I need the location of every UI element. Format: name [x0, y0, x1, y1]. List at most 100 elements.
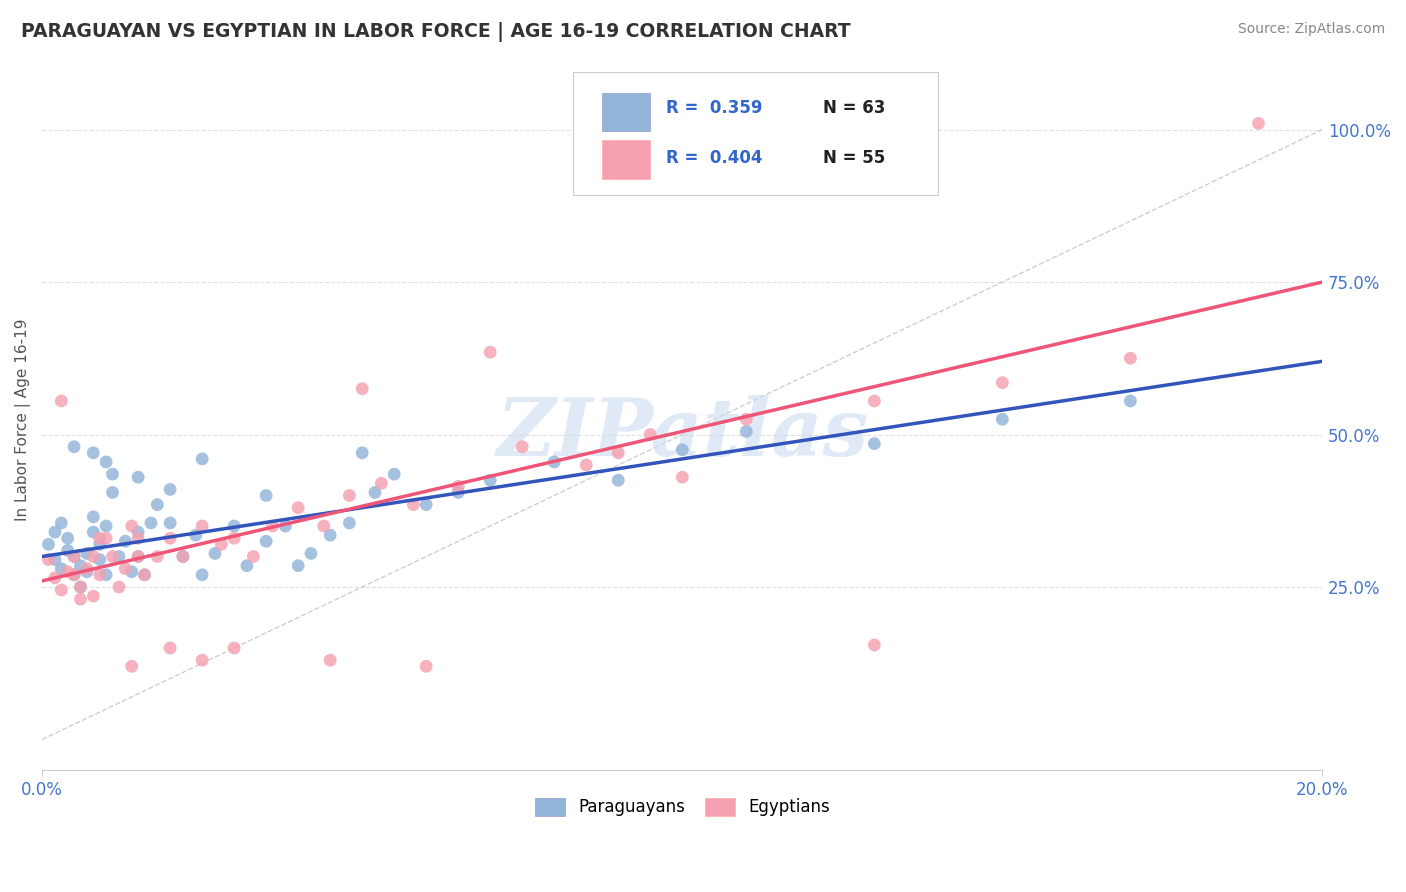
Point — [38, 552, 60, 566]
Text: ZIPatlas: ZIPatlas — [496, 394, 869, 472]
Point — [735, 425, 758, 439]
Point — [94, 455, 117, 469]
Point — [63, 567, 86, 582]
Point — [51, 582, 73, 597]
Point — [101, 467, 124, 482]
Point — [262, 519, 284, 533]
Point — [134, 567, 156, 582]
Point — [44, 525, 66, 540]
Point — [114, 562, 136, 576]
Point — [76, 562, 98, 576]
Point — [319, 528, 342, 542]
Point — [146, 549, 169, 564]
Text: R =  0.404: R = 0.404 — [665, 150, 762, 168]
Point — [607, 446, 630, 460]
Point — [159, 531, 181, 545]
Point — [134, 567, 156, 582]
Point — [172, 549, 194, 564]
Point — [121, 659, 143, 673]
Point — [101, 485, 124, 500]
Point — [51, 394, 73, 409]
Point — [127, 525, 149, 540]
Point — [191, 567, 214, 582]
Legend: Paraguayans, Egyptians: Paraguayans, Egyptians — [526, 789, 838, 825]
Point — [114, 534, 136, 549]
Point — [447, 479, 470, 493]
Point — [735, 412, 758, 426]
Point — [339, 489, 361, 503]
Point — [44, 552, 66, 566]
Point — [543, 455, 565, 469]
Point — [479, 473, 502, 487]
Point — [991, 412, 1014, 426]
Text: PARAGUAYAN VS EGYPTIAN IN LABOR FORCE | AGE 16-19 CORRELATION CHART: PARAGUAYAN VS EGYPTIAN IN LABOR FORCE | … — [21, 22, 851, 42]
Point — [863, 638, 886, 652]
Point — [127, 470, 149, 484]
Point — [76, 565, 98, 579]
Point — [159, 483, 181, 497]
Point — [447, 485, 470, 500]
Point — [82, 589, 104, 603]
Point — [352, 446, 374, 460]
Point — [94, 531, 117, 545]
Point — [402, 498, 425, 512]
Point — [82, 549, 104, 564]
Point — [991, 376, 1014, 390]
Point — [69, 580, 91, 594]
Point — [479, 345, 502, 359]
Point — [76, 546, 98, 560]
Point — [671, 470, 693, 484]
Point — [339, 516, 361, 530]
Point — [1247, 116, 1270, 130]
Point — [184, 528, 207, 542]
Point — [82, 446, 104, 460]
Point — [121, 565, 143, 579]
Point — [44, 571, 66, 585]
Point — [607, 473, 630, 487]
Point — [159, 640, 181, 655]
Point — [89, 552, 111, 566]
Point — [56, 531, 79, 545]
Point — [1119, 394, 1142, 409]
Point — [274, 519, 297, 533]
Point — [191, 451, 214, 466]
Point — [108, 580, 131, 594]
Point — [575, 458, 598, 472]
Point — [319, 653, 342, 667]
Point — [863, 436, 886, 450]
Point — [89, 531, 111, 545]
Point — [352, 382, 374, 396]
Point — [63, 549, 86, 564]
Point — [287, 500, 309, 515]
Text: Source: ZipAtlas.com: Source: ZipAtlas.com — [1237, 22, 1385, 37]
Point — [69, 580, 91, 594]
Point — [209, 537, 232, 551]
Point — [415, 498, 437, 512]
Point — [172, 549, 194, 564]
Point — [56, 565, 79, 579]
Point — [63, 567, 86, 582]
Text: N = 55: N = 55 — [823, 150, 886, 168]
Point — [204, 546, 226, 560]
Text: N = 63: N = 63 — [823, 99, 886, 118]
Point — [139, 516, 162, 530]
Point — [146, 498, 169, 512]
Point — [69, 558, 91, 573]
Point — [94, 519, 117, 533]
Point — [51, 562, 73, 576]
Point — [312, 519, 335, 533]
Point — [863, 394, 886, 409]
Point — [159, 516, 181, 530]
FancyBboxPatch shape — [602, 93, 650, 131]
Point — [82, 509, 104, 524]
Point — [127, 531, 149, 545]
Point — [101, 549, 124, 564]
Point — [63, 549, 86, 564]
Point — [69, 592, 91, 607]
Text: R =  0.359: R = 0.359 — [665, 99, 762, 118]
Point — [127, 549, 149, 564]
Point — [127, 549, 149, 564]
Point — [191, 519, 214, 533]
Point — [254, 534, 277, 549]
Point — [236, 558, 259, 573]
